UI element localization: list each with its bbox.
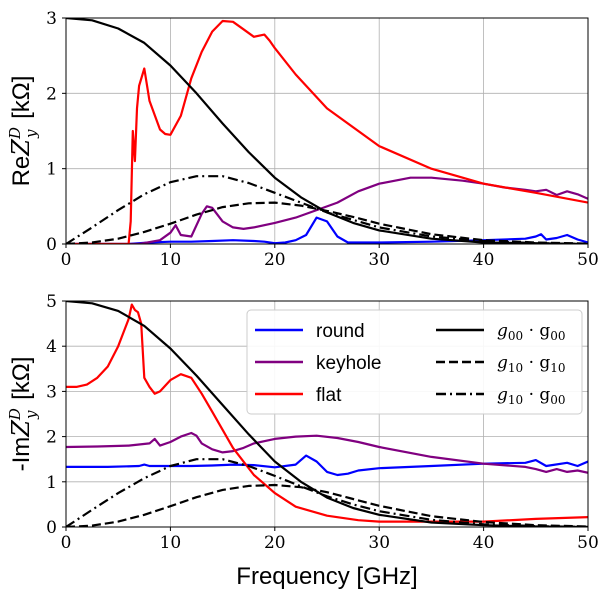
legend: round keyhole flat g00 · g00 g10 · g10 g10 · … (246, 309, 583, 415)
legend-label: keyhole (316, 353, 382, 374)
legend-label: g00 · g00 (497, 321, 566, 343)
y-tick-label: 3 (46, 382, 57, 402)
series-line-keyhole (66, 431, 588, 474)
x-tick-label: 0 (61, 250, 72, 270)
x-tick-label: 20 (264, 250, 286, 270)
series-line-g10-g10 (66, 483, 588, 527)
y-tick-label: 0 (46, 235, 57, 255)
x-tick-label: 0 (61, 533, 72, 553)
panel-2: 0 10 20 30 40 50 0 1 2 3 4 5 -ImZDy [kΩ] Frequency [G… (6, 292, 599, 590)
series-line-g10-g00 (66, 458, 588, 527)
x-tick-label: 40 (473, 250, 495, 270)
y-tick-label: 3 (46, 9, 57, 29)
y-tick-label: 1 (46, 473, 57, 493)
y-tick-label: 2 (46, 84, 57, 104)
legend-label: flat (316, 385, 342, 406)
y-tick-label: 0 (46, 518, 57, 538)
series-line-flat (66, 303, 588, 523)
y-axis-label: ReZDy [kΩ] (6, 76, 40, 187)
legend-box (246, 309, 583, 415)
legend-label: g10 · g00 (497, 385, 566, 407)
series-line-round (66, 454, 588, 477)
x-axis-label: Frequency [GHz] (236, 563, 417, 590)
x-tick-label: 40 (473, 533, 495, 553)
legend-label: g10 · g10 (497, 353, 566, 375)
series-line-round (66, 216, 588, 244)
legend-label: round (316, 321, 365, 342)
y-tick-label: 2 (46, 428, 57, 448)
x-tick-label: 10 (160, 250, 182, 270)
y-tick-label: 5 (46, 292, 57, 312)
series-line-keyhole (66, 176, 588, 244)
panel-1: 0 10 20 30 40 50 0 1 2 3 ReZDy [kΩ] (6, 9, 599, 270)
x-tick-label: 30 (368, 533, 390, 553)
axes-frame (65, 300, 589, 528)
x-tick-label: 30 (368, 250, 390, 270)
x-tick-label: 20 (264, 533, 286, 553)
y-tick-label: 4 (46, 337, 57, 357)
axes-frame (65, 17, 589, 245)
x-tick-label: 50 (577, 533, 599, 553)
x-tick-label: 50 (577, 250, 599, 270)
y-axis-label: -ImZDy [kΩ] (6, 357, 40, 472)
series-line-g00-g00 (66, 18, 588, 244)
series-line-g10-g00 (66, 175, 588, 244)
series-line-g10-g10 (66, 201, 588, 244)
x-tick-label: 10 (160, 533, 182, 553)
series-line-flat (66, 19, 588, 244)
y-tick-label: 1 (46, 160, 57, 180)
series-line-g00-g00 (66, 301, 588, 527)
